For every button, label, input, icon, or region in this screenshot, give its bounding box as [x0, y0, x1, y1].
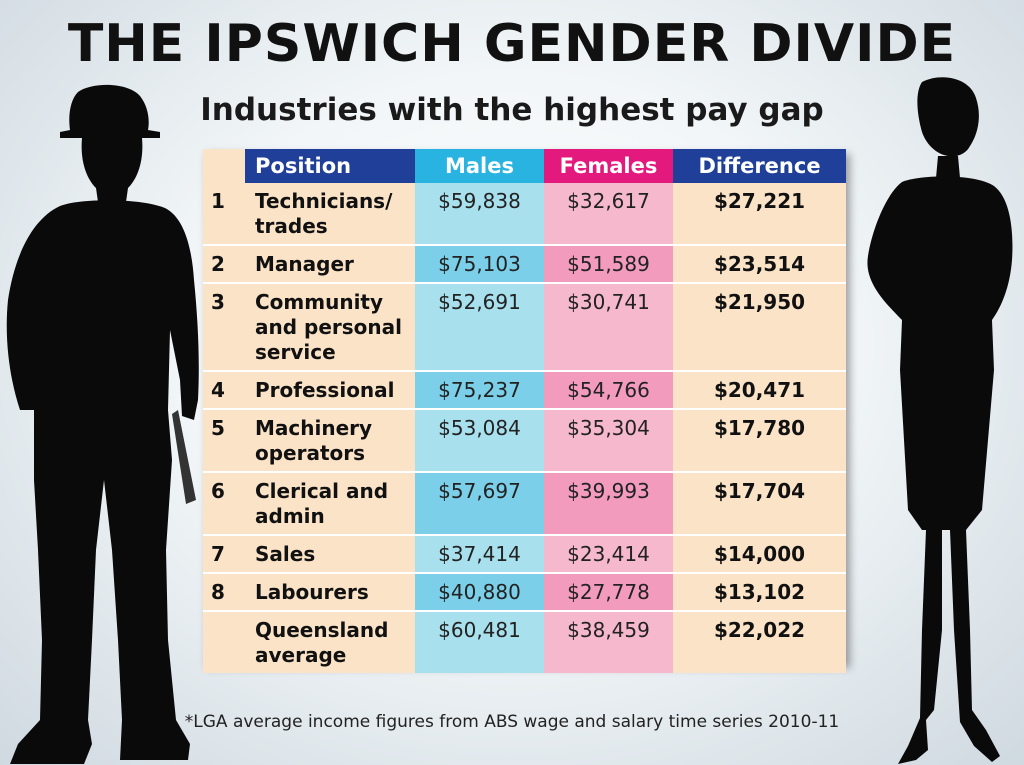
female-businesswoman-silhouette-icon — [867, 77, 1013, 764]
females-cell: $51,589 — [544, 245, 673, 284]
difference-cell: $23,514 — [673, 245, 846, 284]
table-header-row: Position Males Females Difference — [203, 149, 846, 183]
males-cell: $57,697 — [415, 472, 544, 536]
rank-cell: 2 — [203, 245, 245, 284]
header-difference: Difference — [673, 149, 846, 183]
header-males: Males — [415, 149, 544, 183]
table-row: 6 Clerical and admin $57,697 $39,993 $17… — [203, 472, 846, 536]
difference-cell: $20,471 — [673, 371, 846, 410]
position-cell: Community and personal service — [245, 283, 415, 372]
rank-cell: 6 — [203, 472, 245, 536]
page-subtitle: Industries with the highest pay gap — [200, 92, 824, 128]
page-title: THE IPSWICH GENDER DIVIDE — [67, 14, 957, 74]
difference-cell: $13,102 — [673, 573, 846, 612]
males-cell: $75,237 — [415, 371, 544, 410]
position-cell: Manager — [245, 245, 415, 284]
rank-cell: 4 — [203, 371, 245, 410]
footnote: *LGA average income figures from ABS wag… — [184, 712, 840, 732]
males-cell: $59,838 — [415, 183, 544, 246]
rank-cell: 8 — [203, 573, 245, 612]
females-cell: $38,459 — [544, 611, 673, 673]
male-worker-silhouette-icon — [6, 84, 199, 764]
males-cell: $40,880 — [415, 573, 544, 612]
rank-cell — [203, 611, 245, 673]
position-cell: Clerical and admin — [245, 472, 415, 536]
position-cell: Professional — [245, 371, 415, 410]
header-rank — [203, 149, 245, 183]
table-row: Queensland average $60,481 $38,459 $22,0… — [203, 611, 846, 673]
females-cell: $30,741 — [544, 283, 673, 372]
table-row: 1 Technicians/ trades $59,838 $32,617 $2… — [203, 183, 846, 246]
females-cell: $23,414 — [544, 535, 673, 574]
table-row: 8 Labourers $40,880 $27,778 $13,102 — [203, 573, 846, 612]
males-cell: $53,084 — [415, 409, 544, 473]
table-row: 4 Professional $75,237 $54,766 $20,471 — [203, 371, 846, 410]
difference-cell: $22,022 — [673, 611, 846, 673]
rank-cell: 5 — [203, 409, 245, 473]
males-cell: $37,414 — [415, 535, 544, 574]
females-cell: $35,304 — [544, 409, 673, 473]
table-row: 2 Manager $75,103 $51,589 $23,514 — [203, 245, 846, 284]
table-row: 7 Sales $37,414 $23,414 $14,000 — [203, 535, 846, 574]
females-cell: $32,617 — [544, 183, 673, 246]
pay-gap-table: Position Males Females Difference 1 Tech… — [203, 149, 846, 673]
difference-cell: $27,221 — [673, 183, 846, 246]
rank-cell: 3 — [203, 283, 245, 372]
rank-cell: 7 — [203, 535, 245, 574]
males-cell: $52,691 — [415, 283, 544, 372]
header-position: Position — [245, 149, 415, 183]
rank-cell: 1 — [203, 183, 245, 246]
position-cell: Technicians/ trades — [245, 183, 415, 246]
position-cell: Labourers — [245, 573, 415, 612]
difference-cell: $17,780 — [673, 409, 846, 473]
table-row: 3 Community and personal service $52,691… — [203, 283, 846, 372]
males-cell: $75,103 — [415, 245, 544, 284]
position-cell: Machinery operators — [245, 409, 415, 473]
header-females: Females — [544, 149, 673, 183]
females-cell: $39,993 — [544, 472, 673, 536]
difference-cell: $17,704 — [673, 472, 846, 536]
females-cell: $54,766 — [544, 371, 673, 410]
males-cell: $60,481 — [415, 611, 544, 673]
table-row: 5 Machinery operators $53,084 $35,304 $1… — [203, 409, 846, 473]
difference-cell: $21,950 — [673, 283, 846, 372]
position-cell: Sales — [245, 535, 415, 574]
difference-cell: $14,000 — [673, 535, 846, 574]
females-cell: $27,778 — [544, 573, 673, 612]
position-cell: Queensland average — [245, 611, 415, 673]
